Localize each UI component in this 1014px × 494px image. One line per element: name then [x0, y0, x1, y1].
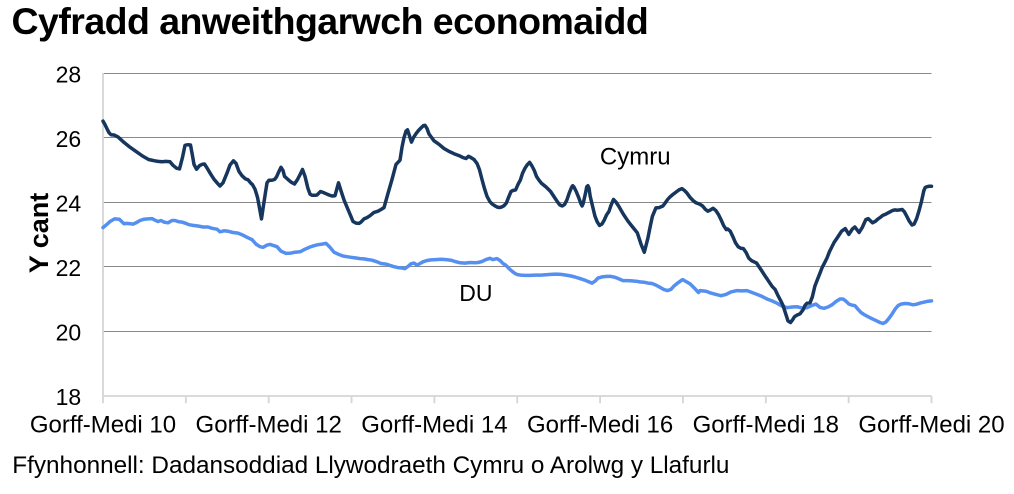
svg-text:Gorff-Medi 18: Gorff-Medi 18 [693, 411, 839, 438]
svg-text:26: 26 [56, 126, 82, 152]
svg-text:Y cant: Y cant [24, 193, 54, 274]
svg-text:20: 20 [56, 320, 82, 346]
svg-text:18: 18 [56, 384, 82, 410]
svg-text:Ffynhonnell: Dadansoddiad Llyw: Ffynhonnell: Dadansoddiad Llywodraeth Cy… [12, 452, 729, 479]
svg-text:Cymru: Cymru [600, 144, 671, 171]
svg-text:Gorff-Medi 20: Gorff-Medi 20 [858, 411, 1004, 438]
svg-text:24: 24 [56, 190, 82, 216]
svg-text:Cyfradd anweithgarwch economai: Cyfradd anweithgarwch economaidd [12, 0, 649, 42]
svg-text:28: 28 [56, 61, 82, 87]
svg-text:Gorff-Medi 14: Gorff-Medi 14 [361, 411, 507, 438]
svg-text:Gorff-Medi 10: Gorff-Medi 10 [30, 411, 176, 438]
svg-text:Gorff-Medi 12: Gorff-Medi 12 [196, 411, 342, 438]
svg-text:DU: DU [459, 280, 492, 306]
svg-text:22: 22 [56, 255, 82, 281]
svg-text:Gorff-Medi 16: Gorff-Medi 16 [527, 411, 673, 438]
